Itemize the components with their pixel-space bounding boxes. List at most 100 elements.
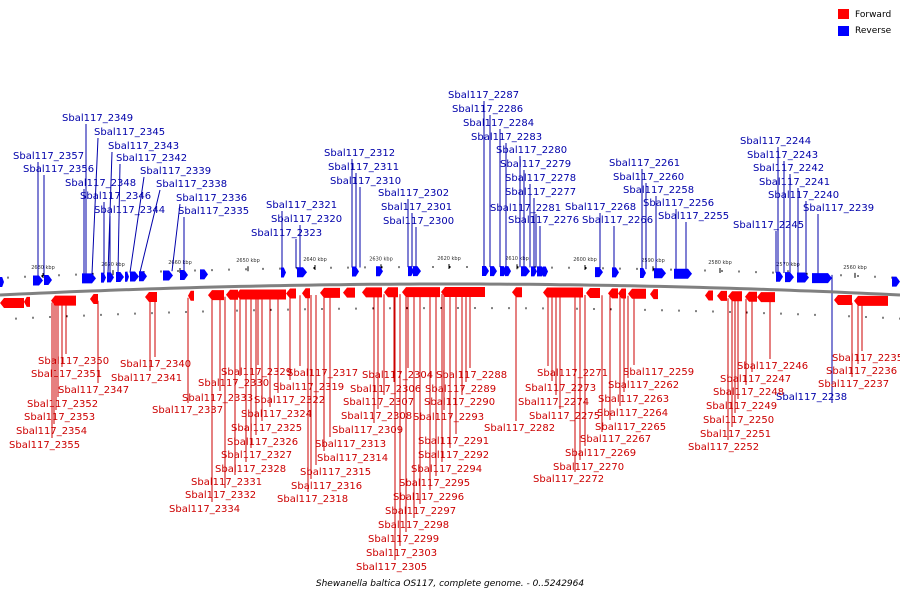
gene-label: Sbal117_2330 [198, 378, 269, 389]
gene-label: Sbal117_2344 [94, 205, 165, 216]
forward-gene-arrow [226, 289, 238, 300]
scale-tick-label: 2660 kbp [168, 260, 192, 266]
leader-line [107, 151, 113, 274]
gene-label: Sbal117_2292 [418, 450, 489, 461]
reverse-gene-arrow [200, 269, 208, 280]
gene-label: Sbal117_2350 [38, 356, 109, 367]
gene-label: Sbal117_2264 [597, 408, 668, 419]
gene-label: Sbal117_2275 [529, 411, 600, 422]
gene-label: Sbal117_2241 [759, 177, 830, 188]
gene-label: Sbal117_2341 [111, 373, 182, 384]
gene-label: Sbal117_2276 [508, 215, 579, 226]
gene-label: Sbal117_2248 [713, 387, 784, 398]
gene-label: Sbal117_2331 [191, 477, 262, 488]
gene-label: Sbal117_2357 [13, 151, 84, 162]
gene-label: Sbal117_2306 [350, 384, 421, 395]
scale-ticks: 2680 kbp 2670 kbp 2660 kbp 2650 kbp 2640 kbp… [7, 256, 900, 320]
legend-forward-swatch [838, 9, 849, 19]
reverse-gene-arrow [139, 271, 147, 282]
gene-arrows [0, 266, 900, 308]
gene-label: Sbal117_2237 [818, 379, 889, 390]
gene-label: Sbal117_2302 [378, 188, 449, 199]
leader-line [91, 137, 99, 274]
scale-tick-label: 2630 kbp [369, 256, 393, 262]
gene-label: Sbal117_2338 [156, 179, 227, 190]
gene-label: Sbal117_2345 [94, 127, 165, 138]
forward-gene-arrow [854, 295, 888, 306]
reverse-gene-arrow [0, 277, 4, 287]
gene-label: Sbal117_2305 [356, 562, 427, 573]
gene-label: Sbal117_2301 [381, 202, 452, 213]
gene-label: Sbal117_2311 [328, 162, 399, 173]
reverse-gene-arrow [543, 266, 548, 277]
gene-label: Sbal117_2323 [251, 228, 322, 239]
forward-gene-arrow [608, 288, 618, 299]
legend-reverse-swatch [838, 26, 849, 36]
gene-label: Sbal117_2274 [518, 397, 589, 408]
forward-gene-arrow [745, 291, 757, 302]
gene-label: Sbal117_2340 [120, 359, 191, 370]
reverse-gene-arrow [654, 268, 666, 279]
gene-label: Sbal117_2251 [700, 429, 771, 440]
scale-tick-label: 2670 kbp [101, 262, 125, 268]
gene-label: Sbal117_2290 [424, 397, 495, 408]
label-leader-lines [37, 101, 863, 560]
scale-tick-label: 2610 kbp [505, 256, 529, 262]
gene-label: Sbal117_2280 [496, 145, 567, 156]
gene-label: Sbal117_2288 [436, 370, 507, 381]
reverse-gene-arrow [297, 267, 307, 278]
gene-label: Sbal117_2343 [108, 141, 179, 152]
gene-label: Sbal117_2283 [471, 132, 542, 143]
gene-labels: Sbal117_2349Sbal117_2345Sbal117_2343Sbal… [9, 90, 900, 573]
forward-gene-arrow [441, 287, 485, 298]
reverse-gene-arrow [482, 266, 489, 277]
forward-gene-arrow [618, 288, 626, 299]
gene-label: Sbal117_2318 [277, 494, 348, 505]
scale-tick-label: 2620 kbp [437, 256, 461, 262]
gene-label: Sbal117_2270 [553, 462, 624, 473]
genome-caption: Shewanella baltica OS117, complete genom… [315, 579, 585, 589]
gene-label: Sbal117_2236 [826, 366, 897, 377]
gene-label: Sbal117_2273 [525, 383, 596, 394]
gene-label: Sbal117_2333 [182, 393, 253, 404]
gene-label: Sbal117_2297 [385, 506, 456, 517]
gene-label: Sbal117_2339 [140, 166, 211, 177]
gene-label: Sbal117_2337 [152, 405, 223, 416]
gene-label: Sbal117_2299 [368, 534, 439, 545]
forward-gene-arrow [362, 287, 382, 298]
forward-gene-arrow [320, 287, 340, 298]
leader-line [171, 203, 181, 272]
forward-gene-arrow [728, 291, 742, 302]
scale-tick-label: 2580 kbp [708, 260, 732, 266]
forward-gene-arrow [650, 289, 658, 300]
reverse-gene-arrow [674, 268, 692, 279]
scale-tick-label: 2570 kbp [776, 262, 800, 268]
gene-label: Sbal117_2335 [178, 206, 249, 217]
gene-label: Sbal117_2352 [27, 399, 98, 410]
gene-label: Sbal117_2259 [623, 367, 694, 378]
gene-label: Sbal117_2315 [300, 467, 371, 478]
forward-gene-arrow [586, 288, 600, 299]
gene-label: Sbal117_2256 [643, 198, 714, 209]
gene-label: Sbal117_2271 [537, 368, 608, 379]
reverse-gene-arrow [408, 266, 414, 277]
reverse-gene-arrow [595, 267, 603, 278]
gene-label: Sbal117_2300 [383, 216, 454, 227]
gene-label: Sbal117_2307 [343, 397, 414, 408]
gene-label: Sbal117_2347 [58, 385, 129, 396]
gene-label: Sbal117_2279 [500, 159, 571, 170]
gene-label: Sbal117_2243 [747, 150, 818, 161]
gene-label: Sbal117_2240 [768, 190, 839, 201]
forward-gene-arrow [757, 292, 775, 303]
gene-label: Sbal117_2319 [273, 382, 344, 393]
gene-label: Sbal117_2293 [413, 412, 484, 423]
reverse-gene-arrow [892, 276, 900, 287]
gene-label: Sbal117_2356 [23, 164, 94, 175]
forward-gene-arrow [90, 294, 98, 305]
forward-gene-arrow [24, 296, 30, 307]
reverse-gene-arrow [352, 266, 359, 277]
gene-label: Sbal117_2265 [595, 422, 666, 433]
scale-tick-label: 2590 kbp [641, 258, 665, 264]
reverse-gene-arrow [531, 266, 537, 277]
